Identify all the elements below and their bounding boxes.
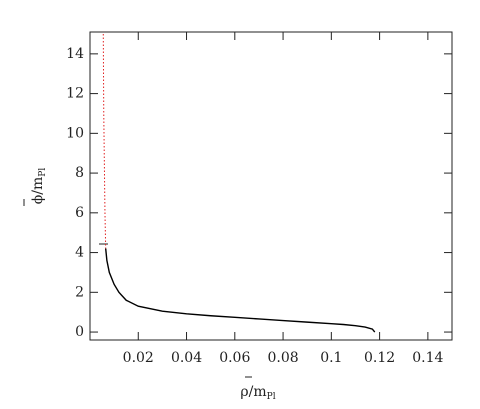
x-tick-label: 0.08 [267,350,298,366]
y-tick-label: 6 [75,205,84,221]
y-tick-label: 0 [75,324,84,340]
y-label-main: ϕ/m [30,177,46,205]
y-tick-label: 8 [75,165,84,181]
x-tick-label: 0.12 [364,350,395,366]
y-tick-label: 14 [66,46,84,62]
plot-frame [89,31,453,341]
y-axis-label: ϕ/mPl [30,168,48,205]
x-tick-label: 0.14 [412,350,443,366]
y-tick-label: 12 [66,86,84,102]
y-axis-label-group: ϕ/mPl [23,168,48,206]
y-tick-label: 10 [66,125,84,141]
x-tick-label: 0.04 [171,350,202,366]
y-tick-label: 4 [75,245,84,261]
series-line [104,248,376,333]
x-label-main: ρ/m [240,384,266,400]
x-tick-label: 0.06 [219,350,250,366]
x-tick-label: 0.02 [123,350,154,366]
x-axis-label: ρ/mPl [240,384,275,402]
y-label-sub: Pl [38,168,48,177]
y-tick-label: 2 [75,284,84,300]
x-label-sub: Pl [267,392,276,402]
series-line [102,33,107,249]
x-tick-label: 0.1 [320,350,342,366]
